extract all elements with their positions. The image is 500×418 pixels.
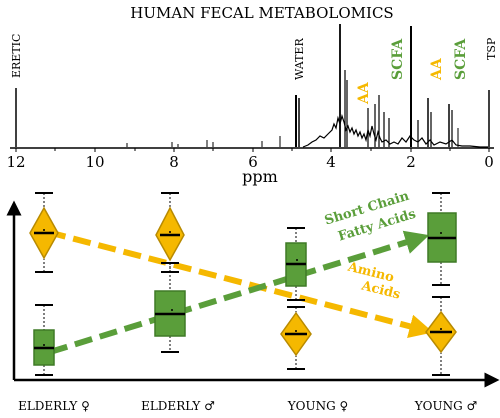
mean-dots bbox=[43, 229, 442, 346]
peak-label-water: WATER bbox=[293, 38, 306, 80]
peak-label-scfa: SCFA bbox=[390, 38, 406, 80]
peak-label-eretic: ERETIC bbox=[10, 34, 23, 78]
nmr-spectrum-trace bbox=[15, 24, 490, 148]
group-label-young-male: YOUNG ♂ bbox=[414, 399, 478, 413]
scfa-median-lines bbox=[34, 236, 456, 350]
spectrum-tick-label: 2 bbox=[406, 153, 416, 171]
amino-acids-trend-label: Acids bbox=[359, 278, 402, 302]
whisker-caps bbox=[35, 192, 450, 376]
group-label-young-female: YOUNG ♀ bbox=[287, 399, 349, 413]
peak-label-tsp: TSP bbox=[485, 37, 498, 60]
spectrum-tick-label: 8 bbox=[169, 153, 179, 171]
peak-label-aa: AA bbox=[356, 81, 372, 105]
spectrum-ticks bbox=[15, 148, 490, 152]
spectrum-tick-label: 0 bbox=[484, 153, 494, 171]
peak-label-aa: AA bbox=[429, 57, 445, 81]
spectrum-tick-label: 10 bbox=[85, 153, 104, 171]
group-label-elderly-male: ELDERLY ♂ bbox=[141, 399, 215, 413]
spectrum-tick-label: 4 bbox=[326, 153, 336, 171]
aa-median-lines bbox=[34, 231, 452, 336]
spectrum-tick-label: 12 bbox=[6, 153, 25, 171]
spectrum-axis-label: ppm bbox=[242, 167, 278, 186]
peak-label-scfa: SCFA bbox=[453, 38, 469, 80]
group-label-elderly-female: ELDERLY ♀ bbox=[18, 399, 90, 413]
amino-acids-trend-arrow bbox=[47, 229, 434, 338]
whiskers bbox=[43, 193, 442, 375]
spectrum-tick-label: 6 bbox=[248, 153, 258, 171]
figure-title: HUMAN FECAL METABOLOMICS bbox=[130, 4, 393, 22]
scfa-trend-arrow bbox=[49, 230, 430, 355]
